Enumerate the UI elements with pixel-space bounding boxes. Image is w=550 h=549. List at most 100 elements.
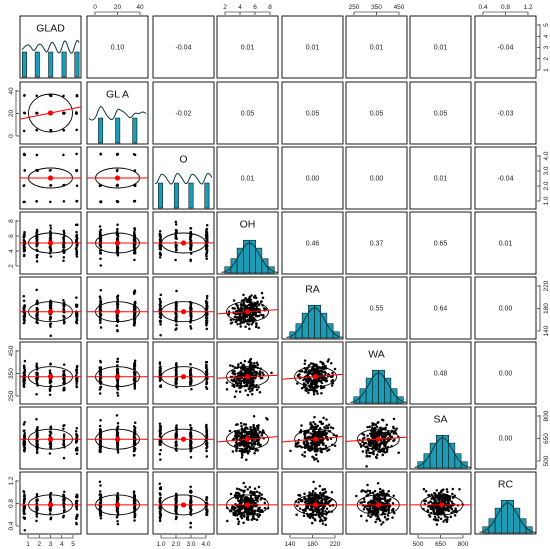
scatter-point bbox=[309, 388, 313, 392]
scatter-point bbox=[36, 235, 39, 239]
scatter-point bbox=[320, 391, 323, 395]
scatter-point bbox=[48, 507, 52, 511]
scatter-point bbox=[383, 506, 387, 509]
correlation-ellipse bbox=[294, 428, 338, 450]
scatter-point bbox=[205, 250, 209, 253]
scatter-point bbox=[320, 373, 323, 376]
scatter-point bbox=[22, 508, 26, 512]
scatter-point bbox=[62, 442, 65, 446]
scatter-point bbox=[75, 112, 78, 115]
scatter-point bbox=[98, 295, 102, 298]
scatter-point bbox=[365, 519, 368, 522]
scatter-point bbox=[305, 443, 309, 446]
scatter-point bbox=[303, 450, 307, 454]
scatter-point bbox=[75, 152, 78, 156]
scatter-point bbox=[76, 242, 79, 246]
scatter-point bbox=[189, 306, 193, 310]
scatter-point bbox=[232, 513, 235, 516]
scatter-point bbox=[133, 308, 137, 311]
scatter-point bbox=[189, 235, 192, 239]
scatter-point bbox=[242, 293, 245, 297]
scatter-point bbox=[205, 227, 209, 231]
scatter-point bbox=[75, 426, 79, 430]
scatter-panel bbox=[87, 288, 148, 333]
scatter-point bbox=[75, 239, 78, 242]
scatter-point bbox=[98, 388, 102, 391]
scatter-point bbox=[236, 491, 240, 495]
scatter-point bbox=[116, 364, 119, 367]
scatter-point bbox=[116, 254, 120, 257]
scatter-point bbox=[237, 434, 241, 438]
scatter-point bbox=[174, 316, 178, 320]
scatter-point bbox=[132, 449, 136, 453]
scatter-point bbox=[380, 418, 384, 421]
scatter-point bbox=[248, 295, 251, 299]
scatter-point bbox=[62, 259, 65, 262]
scatter-point bbox=[99, 200, 103, 204]
scatter-point bbox=[205, 382, 209, 385]
scatter-point bbox=[116, 298, 119, 302]
panel-frame bbox=[345, 211, 408, 275]
scatter-point bbox=[392, 426, 395, 430]
panel-frame bbox=[216, 211, 279, 275]
scatter-point bbox=[319, 420, 323, 423]
scatter-point bbox=[247, 360, 251, 364]
scatter-point bbox=[320, 495, 323, 499]
scatter-point bbox=[381, 511, 385, 514]
scatter-point bbox=[302, 514, 306, 517]
scatter-point bbox=[35, 112, 38, 115]
panel-frame bbox=[86, 15, 149, 79]
scatter-point bbox=[248, 486, 252, 489]
scatter-point bbox=[159, 300, 162, 304]
scatter-point bbox=[371, 491, 375, 494]
panel-frame bbox=[409, 146, 472, 210]
scatter-point bbox=[75, 311, 78, 315]
scatter-point bbox=[229, 364, 232, 367]
scatter-point bbox=[158, 501, 162, 504]
scatter-point bbox=[250, 442, 253, 445]
scatter-point bbox=[380, 523, 383, 526]
histogram-panel bbox=[21, 20, 80, 78]
scatter-point bbox=[253, 451, 256, 455]
scatter-point bbox=[250, 508, 253, 511]
scatter-point bbox=[255, 305, 258, 309]
scatter-point bbox=[312, 382, 316, 385]
scatter-panel bbox=[87, 480, 148, 526]
scatter-point bbox=[315, 495, 319, 498]
scatter-point bbox=[133, 428, 136, 432]
scatter-point bbox=[258, 513, 262, 517]
scatter-point bbox=[256, 314, 259, 318]
scatter-point bbox=[255, 518, 259, 521]
scatter-point bbox=[270, 371, 273, 375]
scatter-point bbox=[132, 323, 136, 327]
correlation-label: 0.05 bbox=[434, 111, 448, 118]
scatter-point bbox=[369, 432, 372, 436]
scatter-point bbox=[321, 376, 324, 379]
scatter-point bbox=[62, 427, 65, 431]
scatter-point bbox=[363, 505, 367, 509]
scatter-point bbox=[307, 498, 311, 502]
scatter-point bbox=[133, 512, 137, 516]
centroid-point bbox=[375, 436, 381, 442]
correlation-label: 0.10 bbox=[111, 45, 125, 52]
centroid-point bbox=[47, 309, 54, 315]
scatter-point bbox=[378, 487, 382, 491]
scatter-point bbox=[133, 153, 137, 157]
scatter-point bbox=[324, 364, 327, 368]
scatter-point bbox=[256, 499, 259, 503]
panel-frame bbox=[474, 211, 537, 275]
scatter-point bbox=[320, 381, 324, 385]
scatter-point bbox=[22, 321, 26, 325]
scatter-point bbox=[62, 94, 65, 98]
centroid-point bbox=[47, 110, 54, 116]
scatter-point bbox=[383, 495, 387, 499]
scatter-point bbox=[48, 452, 52, 455]
scatter-point bbox=[159, 320, 162, 324]
scatter-point bbox=[302, 378, 305, 382]
variable-name: RC bbox=[498, 479, 514, 491]
scatter-point bbox=[49, 229, 52, 233]
scatter-point bbox=[49, 363, 52, 366]
scatter-point bbox=[205, 433, 209, 436]
scatter-point bbox=[325, 379, 329, 383]
